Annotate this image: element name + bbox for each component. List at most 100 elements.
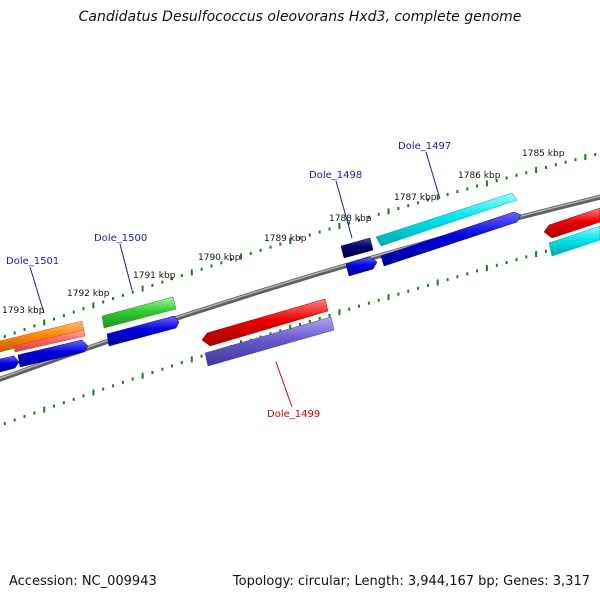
blue-feature-small[interactable]: [345, 256, 378, 277]
inner-tick: [505, 261, 508, 264]
inner-tick: [377, 298, 380, 302]
kbp-label-1787: 1787 kbp: [394, 193, 437, 203]
inner-tick: [121, 380, 124, 384]
blue-feature-right[interactable]: [380, 211, 522, 267]
kbp-label-1786: 1786 kbp: [458, 171, 501, 181]
leader-line-dole-1499: [275, 361, 293, 408]
cyan-feature-1497[interactable]: [375, 192, 518, 247]
kbp-label-1793: 1793 kbp: [2, 306, 45, 316]
accession-text: Accession: NC_009943: [9, 574, 157, 589]
outer-tick: [72, 310, 75, 314]
outer-tick: [515, 173, 518, 177]
pink-feature[interactable]: [13, 329, 86, 353]
inner-tick: [151, 371, 154, 374]
inner-tick: [289, 324, 292, 331]
outer-tick: [112, 297, 115, 301]
outer-tick: [210, 264, 213, 268]
inner-tick: [92, 389, 95, 396]
inner-tick: [53, 404, 55, 408]
purple-feature[interactable]: [204, 316, 335, 367]
topology-summary: Topology: circular; Length: 3,944,167 bp…: [232, 574, 590, 589]
outer-tick: [200, 267, 203, 271]
inner-tick: [102, 387, 105, 391]
inner-tick: [180, 361, 183, 365]
inner-tick: [308, 319, 311, 323]
red-feature-edge[interactable]: [543, 207, 600, 239]
inner-tick: [141, 372, 144, 379]
gene-label-dole-1498[interactable]: Dole_1498: [309, 170, 362, 181]
inner-tick: [161, 367, 164, 371]
outer-tick: [43, 319, 46, 326]
inner-tick: [466, 272, 469, 276]
outer-tick: [407, 204, 410, 208]
blue-feature-far-left[interactable]: [0, 355, 20, 373]
inner-tick: [43, 406, 46, 413]
inner-tick: [200, 354, 203, 358]
outer-tick: [328, 227, 331, 231]
outer-tick: [594, 153, 597, 156]
inner-tick: [387, 294, 390, 301]
outer-tick: [535, 167, 538, 173]
outer-tick: [171, 277, 174, 281]
gene-label-dole-1497[interactable]: Dole_1497: [398, 141, 451, 152]
outer-tick: [92, 302, 95, 309]
outer-tick: [456, 190, 459, 194]
inner-tick: [131, 377, 134, 381]
inner-tick: [397, 292, 400, 296]
outer-tick: [545, 165, 547, 169]
inner-tick: [476, 269, 479, 273]
outer-tick: [3, 335, 6, 338]
kbp-label-1789: 1789 kbp: [264, 234, 307, 244]
outer-tick: [82, 307, 85, 311]
inner-tick: [338, 309, 341, 316]
outer-tick: [584, 154, 587, 161]
outer-tick: [367, 215, 370, 219]
inner-tick: [446, 278, 449, 282]
page-title: Candidatus Desulfococcus oleovorans Hxd3…: [78, 9, 522, 25]
outer-tick: [387, 208, 390, 215]
gene-label-dole-1500[interactable]: Dole_1500: [94, 233, 147, 244]
outer-tick: [505, 176, 508, 180]
outer-tick: [131, 290, 134, 294]
cyan-feature-edge[interactable]: [548, 225, 600, 257]
outer-tick: [259, 248, 262, 252]
inner-tick: [72, 397, 75, 401]
outer-tick: [525, 171, 528, 175]
outer-tick: [476, 184, 479, 188]
outer-tick-ring: [3, 153, 597, 338]
inner-tick: [299, 323, 301, 326]
inner-tick: [112, 384, 115, 388]
outer-tick: [23, 327, 26, 331]
gene-label-dole-1501[interactable]: Dole_1501: [6, 256, 59, 267]
outer-tick: [348, 221, 351, 225]
red-feature-1499[interactable]: [201, 298, 329, 347]
outer-tick: [299, 236, 301, 240]
kbp-label-1788: 1788 kbp: [329, 214, 372, 224]
blue-feature-left[interactable]: [17, 339, 89, 368]
inner-tick: [33, 411, 36, 415]
leader-line-dole-1500: [119, 243, 133, 291]
inner-tick: [171, 364, 174, 368]
outer-tick: [436, 194, 439, 201]
outer-tick: [161, 280, 164, 284]
green-feature-1500[interactable]: [101, 296, 177, 329]
leader-line-dole-1498: [335, 180, 353, 239]
inner-tick: [348, 307, 351, 311]
inner-tick: [190, 356, 193, 363]
outer-tick: [308, 233, 311, 237]
outer-tick: [141, 285, 144, 292]
outer-tick: [53, 317, 55, 321]
blue-feature-mid[interactable]: [106, 315, 180, 347]
gene-label-dole-1499[interactable]: Dole_1499: [267, 409, 320, 420]
inner-tick: [417, 286, 420, 290]
outer-tick: [269, 245, 272, 249]
outer-tick: [338, 223, 341, 229]
outer-tick: [13, 331, 16, 335]
kbp-label-1785: 1785 kbp: [522, 149, 565, 159]
outer-tick: [426, 198, 429, 202]
inner-tick: [13, 418, 16, 422]
kbp-label-1791: 1791 kbp: [133, 271, 176, 281]
navy-feature-1498[interactable]: [340, 237, 374, 259]
inner-tick: [485, 265, 488, 272]
inner-tick: [545, 249, 547, 253]
